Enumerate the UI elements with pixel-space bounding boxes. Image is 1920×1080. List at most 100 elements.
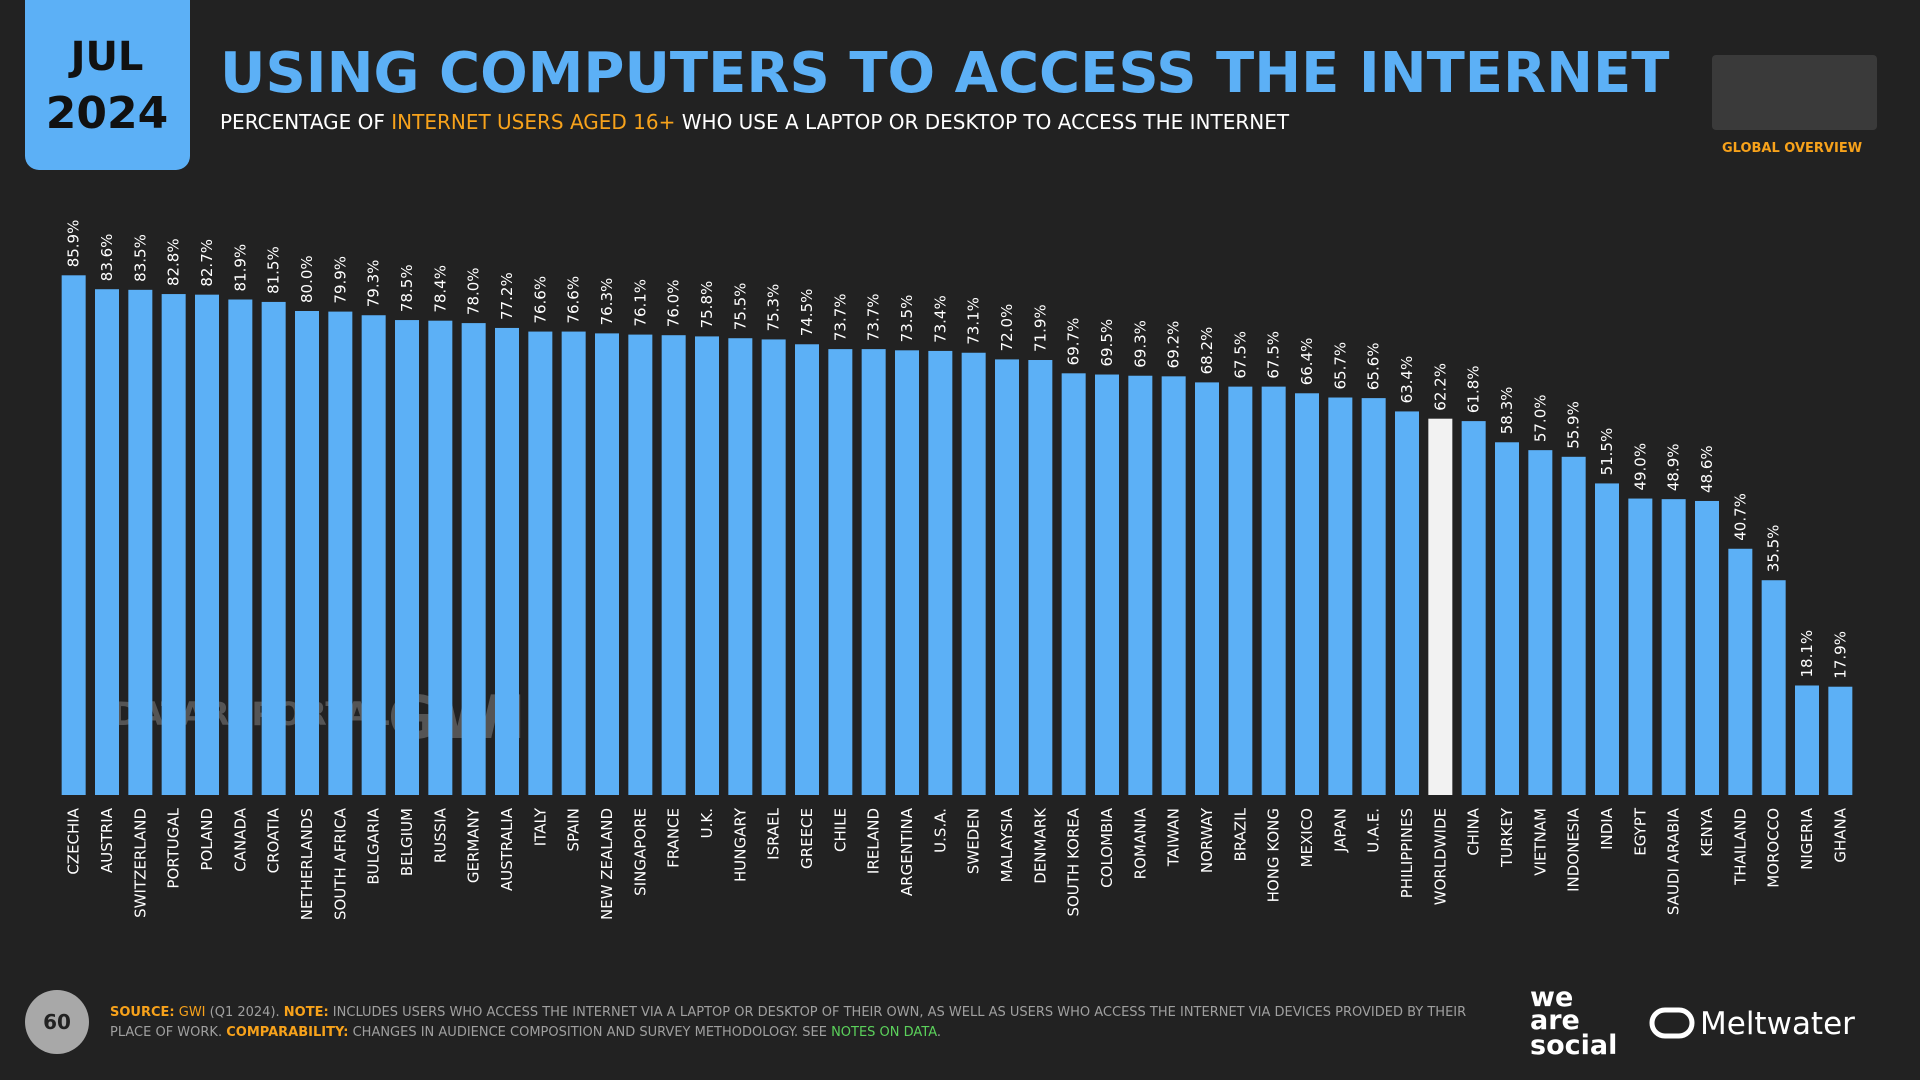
bar [1795, 685, 1819, 795]
footer-text: SOURCE: [110, 1005, 175, 1020]
value-label: 62.2% [1431, 363, 1449, 411]
x-tick-label: POLAND [198, 808, 216, 871]
value-label: 55.9% [1565, 401, 1583, 449]
x-tick-label: DENMARK [1031, 807, 1049, 884]
value-label: 73.7% [831, 293, 849, 341]
value-label: 69.7% [1065, 318, 1083, 366]
bar [961, 352, 986, 795]
value-label: 65.6% [1365, 342, 1383, 390]
bar [928, 350, 953, 795]
bar [761, 339, 786, 795]
value-label: 66.4% [1298, 338, 1316, 386]
x-tick-label: IRELAND [865, 808, 883, 874]
bar [595, 333, 619, 795]
bar [895, 350, 919, 795]
value-label: 40.7% [1731, 493, 1749, 541]
value-label: 79.3% [365, 260, 383, 308]
value-label: 48.9% [1665, 443, 1683, 491]
value-label: 73.7% [865, 293, 883, 341]
value-label: 71.9% [1031, 304, 1049, 352]
value-label: 76.3% [598, 278, 616, 326]
logo-text: Meltwater [1700, 1006, 1855, 1042]
value-label: 48.6% [1698, 445, 1716, 493]
footer-text: NOTES ON DATA [831, 1025, 937, 1040]
bar [1395, 411, 1419, 795]
section-label: GLOBAL OVERVIEW [1722, 141, 1862, 156]
bar [1261, 386, 1286, 795]
bar [995, 359, 1019, 795]
bar [661, 335, 686, 795]
value-label: 76.6% [565, 276, 583, 324]
bar [128, 289, 153, 795]
x-tick-label: CHINA [1465, 807, 1483, 855]
x-tick-label: MOROCCO [1765, 808, 1783, 888]
world-map [1712, 55, 1877, 130]
bar [1128, 375, 1153, 795]
bar [1728, 548, 1753, 795]
value-label: 76.0% [665, 280, 683, 328]
bar [795, 344, 819, 795]
value-label: 49.0% [1631, 443, 1649, 491]
x-tick-label: BELGIUM [398, 808, 416, 876]
footer-text: COMPARABILITY: [226, 1025, 348, 1040]
x-tick-label: HONG KONG [1265, 808, 1283, 902]
bar [1595, 483, 1619, 795]
x-tick-label: BULGARIA [365, 807, 383, 884]
value-label: 73.5% [898, 295, 916, 343]
value-label: 81.5% [265, 246, 283, 294]
footer-line: PLACE OF WORK. COMPARABILITY: CHANGES IN… [110, 1025, 941, 1040]
footer-text: INCLUDES USERS WHO ACCESS THE INTERNET V… [329, 1005, 1467, 1020]
x-tick-label: JAPAN [1331, 808, 1349, 853]
x-tick-label: SAUDI ARABIA [1665, 807, 1683, 915]
x-tick-label: CROATIA [265, 807, 283, 873]
value-label: 61.8% [1465, 365, 1483, 413]
bar [95, 289, 119, 795]
value-label: 78.5% [398, 264, 416, 312]
logo-text: are [1530, 1005, 1580, 1036]
value-label: 77.2% [498, 272, 516, 320]
value-label: 51.5% [1598, 428, 1616, 476]
x-tick-label: U.S.A. [931, 808, 949, 853]
value-label: 57.0% [1531, 394, 1549, 442]
x-tick-label: WORLDWIDE [1431, 808, 1449, 905]
value-label: 75.5% [731, 283, 749, 331]
x-tick-label: THAILAND [1731, 808, 1749, 886]
x-tick-label: HUNGARY [731, 807, 749, 882]
date-box [25, 0, 190, 170]
bar [228, 299, 253, 795]
x-tick-label: MALAYSIA [998, 807, 1016, 882]
bar [561, 331, 586, 795]
x-tick-label: SWITZERLAND [131, 808, 149, 918]
x-tick-label: GERMANY [465, 807, 483, 883]
bar [1628, 498, 1653, 795]
bar [828, 349, 853, 795]
value-label: 83.5% [131, 234, 149, 282]
bar [495, 327, 519, 795]
footer-text: CHANGES IN AUDIENCE COMPOSITION AND SURV… [348, 1025, 831, 1040]
value-label: 76.1% [631, 279, 649, 327]
bar [1161, 376, 1186, 795]
bar [695, 336, 719, 795]
footer-text: NOTE: [284, 1005, 329, 1020]
value-label: 83.6% [98, 234, 116, 282]
x-tick-label: NORWAY [1198, 807, 1216, 873]
value-label: 82.7% [198, 239, 216, 287]
value-label: 85.9% [65, 220, 83, 268]
bar [261, 301, 286, 795]
x-tick-label: FRANCE [665, 808, 683, 868]
page-number: 60 [43, 1010, 71, 1034]
bar [1695, 500, 1719, 795]
subtitle-part: PERCENTAGE OF [220, 110, 391, 134]
value-label: 69.2% [1165, 321, 1183, 369]
value-label: 67.5% [1231, 331, 1249, 379]
bar [728, 338, 753, 795]
bar [1328, 397, 1353, 795]
bar [195, 294, 219, 795]
x-tick-label: ITALY [531, 807, 549, 846]
subtitle-highlight: INTERNET USERS AGED 16+ [391, 110, 675, 134]
subtitle-part: WHO USE A LAPTOP OR DESKTOP TO ACCESS TH… [675, 110, 1289, 134]
value-label: 73.4% [931, 295, 949, 343]
logo-text: social [1530, 1030, 1617, 1061]
value-label: 75.8% [698, 281, 716, 329]
x-tick-label: INDONESIA [1565, 807, 1583, 892]
